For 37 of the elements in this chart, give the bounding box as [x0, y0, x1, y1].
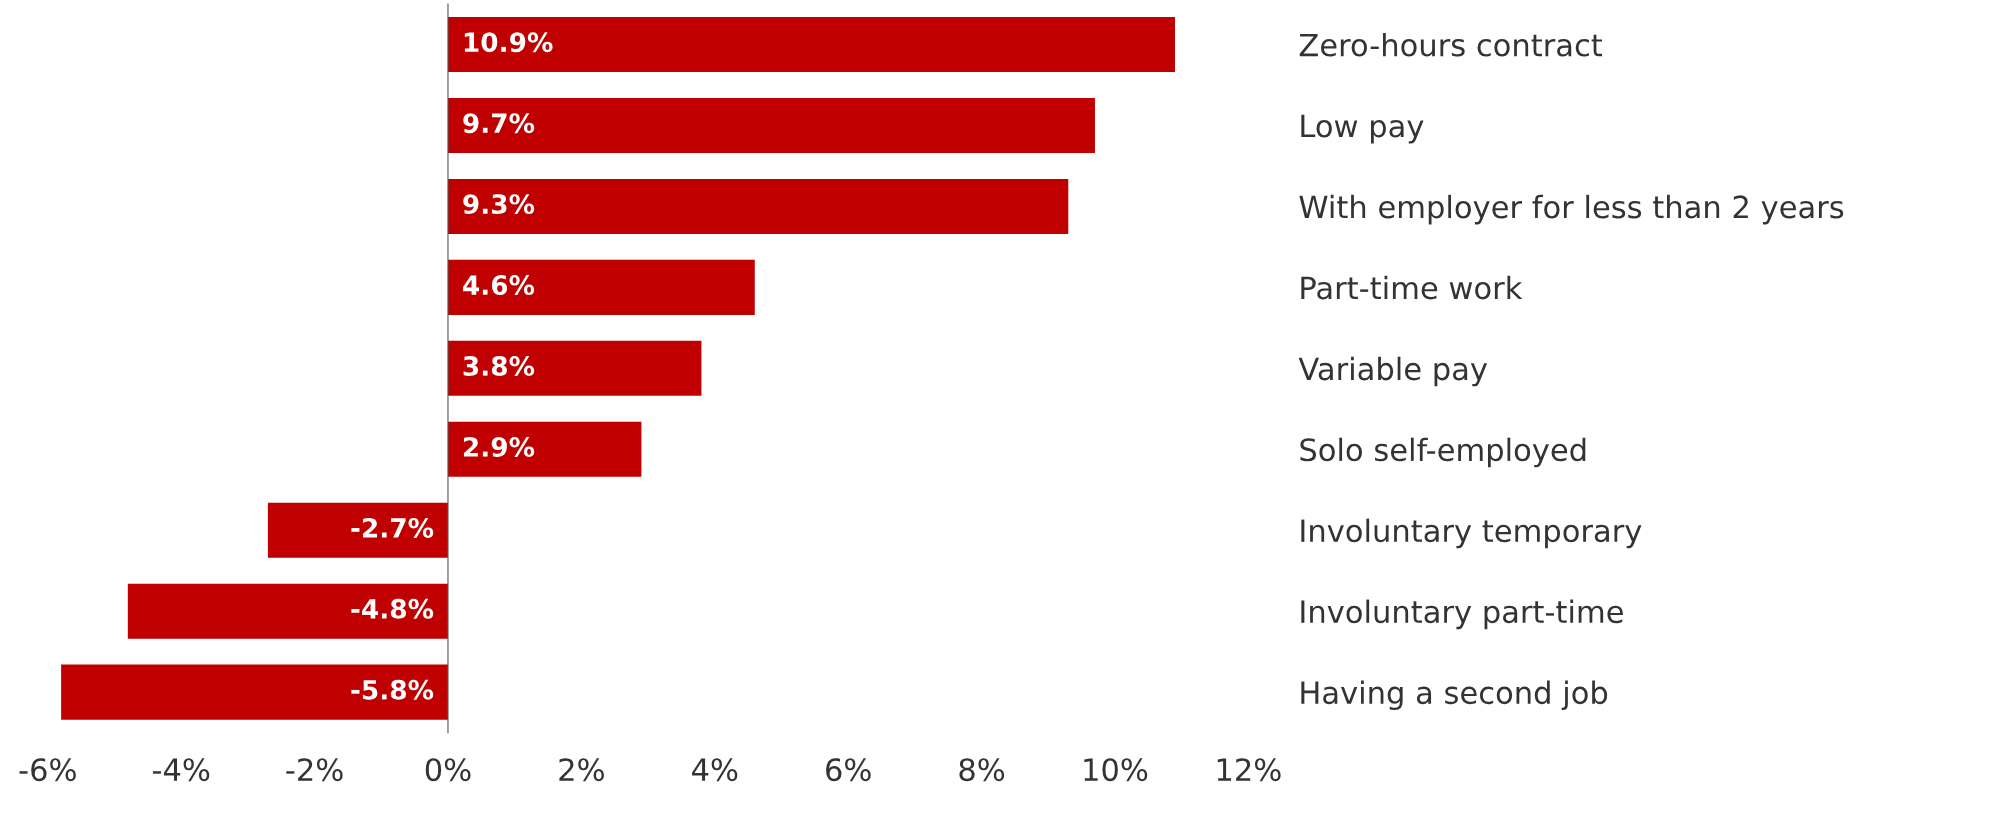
bar	[447, 97, 1095, 154]
x-tick-label: 6%	[826, 758, 871, 782]
bar	[447, 421, 642, 477]
y-tick-label: Zero-hours contract	[1299, 32, 1603, 57]
y-tick-label: Having a second job	[1301, 680, 1608, 711]
x-tick-label: 2%	[559, 758, 604, 782]
data-label: 4.6%	[463, 275, 535, 296]
x-tick-label: 0%	[425, 758, 471, 782]
x-tick-label: -2%	[286, 758, 343, 782]
bar	[267, 502, 448, 558]
data-label: -2.7%	[351, 517, 434, 538]
data-label: 10.9%	[464, 32, 553, 53]
bar	[61, 664, 448, 720]
data-label: 9.3%	[463, 194, 535, 215]
y-tick-label: With employer for less than 2 years	[1299, 194, 1844, 225]
x-tick-label: 12%	[1217, 758, 1281, 782]
bar	[447, 178, 1069, 234]
data-label: -4.8%	[351, 598, 434, 619]
x-tick-label: -4%	[152, 758, 210, 782]
bar	[447, 17, 1175, 73]
x-tick-label: 8%	[959, 758, 1005, 782]
y-tick-label: Solo self-employed	[1300, 437, 1586, 468]
data-label: -5.8%	[351, 679, 434, 700]
y-tick-label: Variable pay	[1298, 356, 1488, 387]
x-tick-label: 4%	[692, 758, 738, 782]
data-label: 9.7%	[463, 113, 535, 134]
x-tick-label: 10%	[1084, 758, 1148, 782]
bar	[127, 583, 448, 639]
data-label: 3.8%	[463, 356, 535, 376]
y-tick-label: Involuntary part-time	[1301, 599, 1623, 630]
y-tick-label: Part-time work	[1301, 275, 1523, 300]
y-tick-label: Low pay	[1301, 114, 1424, 144]
data-label: 2.9%	[463, 436, 535, 457]
bar	[447, 340, 702, 396]
x-tick-label: -6%	[19, 758, 76, 782]
y-tick-label: Involuntary temporary	[1301, 518, 1642, 549]
bar	[447, 259, 755, 315]
